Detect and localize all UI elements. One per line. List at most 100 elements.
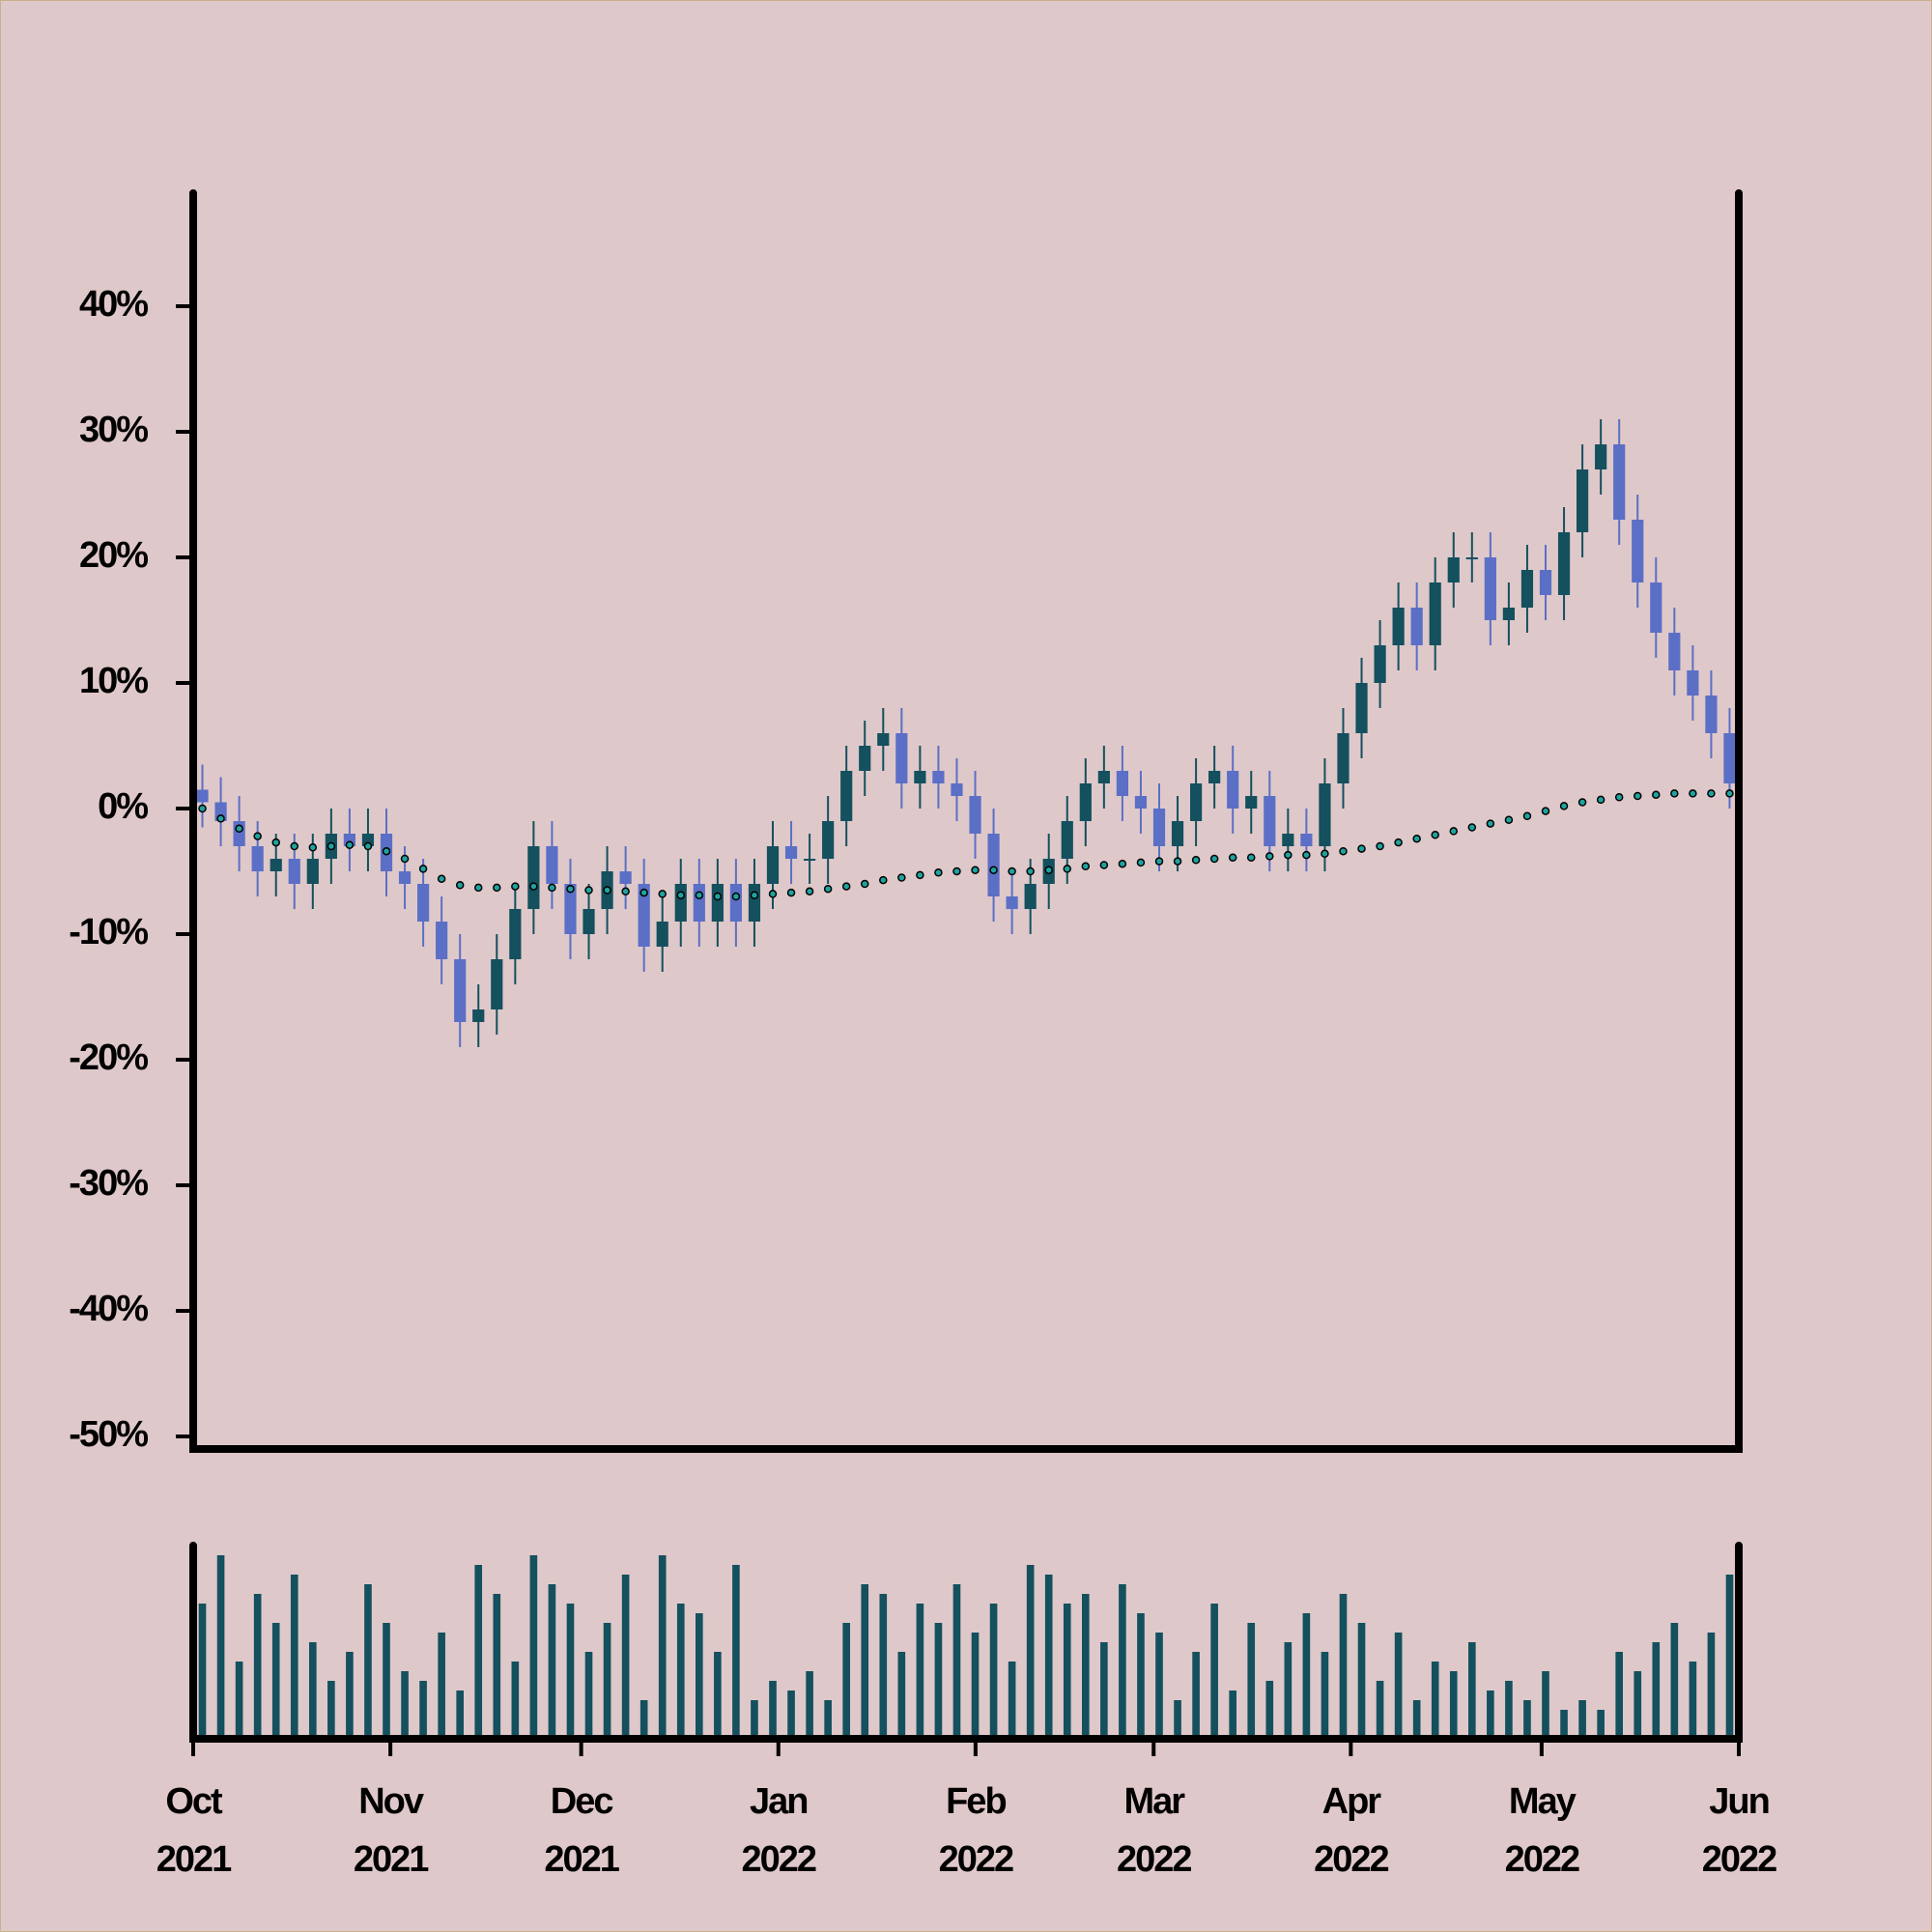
volume-bar bbox=[1487, 1690, 1494, 1739]
volume-bar bbox=[1394, 1633, 1403, 1739]
moving-average-dot bbox=[1559, 802, 1569, 810]
moving-average-dot bbox=[805, 887, 814, 896]
volume-bar bbox=[751, 1700, 758, 1739]
candle-body bbox=[1282, 834, 1294, 846]
volume-bar bbox=[235, 1662, 243, 1739]
moving-average-dot bbox=[548, 883, 556, 893]
moving-average-dot bbox=[511, 882, 520, 891]
moving-average-dot bbox=[786, 888, 796, 897]
candle-body bbox=[895, 733, 908, 783]
candle-body bbox=[822, 821, 835, 859]
moving-average-dot bbox=[1191, 856, 1201, 865]
candle-body bbox=[748, 884, 761, 922]
candle-body bbox=[656, 922, 668, 947]
y-tick-label: 20% bbox=[79, 535, 148, 576]
moving-average-dot bbox=[897, 873, 906, 882]
x-tick-label: 2021 bbox=[544, 1839, 619, 1880]
price-axes bbox=[189, 189, 1743, 1453]
y-tick-label: -20% bbox=[69, 1037, 148, 1078]
moving-average-dot bbox=[198, 804, 207, 813]
y-tick-label: -40% bbox=[69, 1289, 148, 1329]
volume-bar bbox=[1505, 1681, 1513, 1739]
moving-average-dot bbox=[1412, 834, 1421, 843]
volume-bar bbox=[842, 1623, 850, 1739]
candle-body bbox=[1024, 884, 1037, 909]
volume-bar bbox=[474, 1565, 483, 1739]
volume-bar bbox=[1137, 1613, 1145, 1739]
volume-bar bbox=[1192, 1652, 1200, 1739]
moving-average-dot bbox=[1577, 798, 1587, 807]
moving-average-dot bbox=[1173, 857, 1182, 866]
candle-body bbox=[619, 871, 632, 884]
moving-average-dot bbox=[363, 841, 373, 851]
volume-bar bbox=[989, 1604, 998, 1739]
x-tick-label: Oct bbox=[165, 1781, 223, 1822]
volume-bar bbox=[198, 1604, 207, 1739]
moving-average-dot bbox=[493, 883, 501, 893]
moving-average-dot bbox=[1596, 795, 1605, 805]
candle-body bbox=[491, 959, 503, 1009]
moving-average-dot bbox=[1541, 807, 1550, 815]
candle-body bbox=[417, 884, 430, 922]
moving-average-dot bbox=[750, 891, 759, 899]
volume-bar bbox=[1265, 1681, 1274, 1739]
volume-bar bbox=[1302, 1613, 1311, 1739]
candle-body bbox=[1245, 796, 1258, 809]
volume-bar bbox=[1560, 1710, 1568, 1739]
candle-body bbox=[546, 846, 558, 884]
moving-average-dot bbox=[879, 875, 888, 885]
moving-average-dot bbox=[1376, 841, 1384, 851]
candle-body bbox=[1577, 469, 1589, 532]
moving-average-dot bbox=[1670, 789, 1679, 798]
moving-average-dot bbox=[1008, 867, 1016, 876]
volume-bar bbox=[383, 1623, 390, 1739]
moving-average-dot bbox=[1357, 844, 1366, 853]
moving-average-dot bbox=[1449, 827, 1459, 836]
candle-body bbox=[1116, 771, 1128, 796]
candle-body bbox=[1613, 444, 1626, 520]
moving-average-dot bbox=[1136, 858, 1146, 867]
volume-bar bbox=[1578, 1700, 1586, 1739]
x-tick-label: May bbox=[1509, 1781, 1577, 1822]
moving-average-dot bbox=[235, 824, 243, 834]
x-tick-label: 2022 bbox=[1117, 1839, 1191, 1880]
x-tick-label: 2021 bbox=[354, 1839, 429, 1880]
candle-body bbox=[1520, 570, 1534, 608]
volume-bar bbox=[419, 1681, 427, 1739]
candle-body bbox=[729, 884, 742, 922]
volume-bar bbox=[1431, 1662, 1439, 1739]
volume-bar bbox=[253, 1594, 262, 1739]
volume-bar bbox=[1063, 1604, 1071, 1739]
volume-bar bbox=[401, 1671, 409, 1739]
candle-body bbox=[914, 771, 926, 783]
y-tick-label: 10% bbox=[79, 661, 148, 701]
volume-bar bbox=[732, 1565, 740, 1739]
moving-average-dot bbox=[952, 867, 961, 876]
moving-average-dot bbox=[253, 832, 262, 840]
moving-average-dot bbox=[731, 892, 741, 901]
volume-bar bbox=[1725, 1575, 1734, 1739]
candle-body bbox=[582, 909, 595, 934]
candle-body bbox=[1006, 896, 1018, 909]
x-tick-label: 2022 bbox=[1702, 1839, 1776, 1880]
moving-average-dot bbox=[1689, 789, 1697, 798]
candle-body bbox=[951, 783, 963, 796]
candle-body bbox=[1227, 771, 1239, 809]
moving-average-dot bbox=[437, 874, 446, 884]
candle-body bbox=[1208, 771, 1221, 783]
candle-body bbox=[1079, 783, 1092, 821]
volume-bar bbox=[456, 1690, 464, 1739]
candle-body bbox=[1097, 771, 1110, 783]
volume-bar bbox=[1542, 1671, 1549, 1739]
volume-bar bbox=[824, 1700, 832, 1739]
volume-bar bbox=[1468, 1642, 1476, 1739]
volume-bar bbox=[1008, 1662, 1016, 1739]
moving-average-dot bbox=[216, 814, 225, 823]
y-tick-label: -50% bbox=[69, 1414, 148, 1455]
candle-body bbox=[398, 871, 412, 884]
y-tick-label: 40% bbox=[79, 284, 148, 325]
moving-average-dot bbox=[1246, 853, 1256, 862]
candle-body bbox=[784, 846, 798, 859]
